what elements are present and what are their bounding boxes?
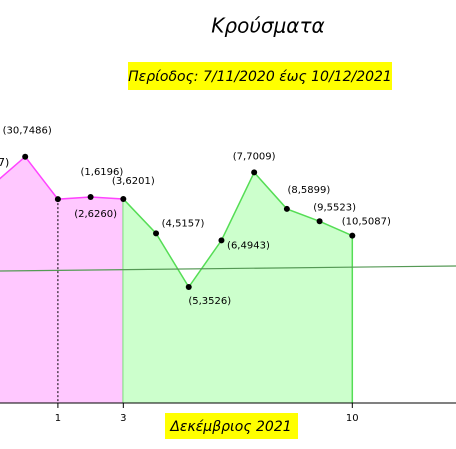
line: [122, 171, 353, 289]
x-tick-label: 10: [346, 413, 359, 424]
subtitle: Περίοδος: 7/11/2020 έως 10/12/2021: [128, 69, 392, 85]
point: [87, 194, 94, 201]
point-label: (2,6260): [74, 209, 117, 220]
point: [251, 169, 258, 176]
point-label: (8,5899): [287, 185, 330, 196]
point-label: (3,6201): [112, 176, 155, 187]
point: [283, 205, 290, 212]
point-label: (6,4943): [227, 240, 270, 251]
point: [54, 196, 61, 203]
point-label: (7,7009): [233, 151, 276, 162]
point: [153, 230, 160, 237]
point: [218, 237, 225, 244]
point: [316, 218, 323, 225]
annotation: 7): [0, 156, 9, 169]
x-tick-label: 1: [55, 413, 61, 424]
point: [22, 153, 29, 160]
point-label: (5,3526): [188, 296, 231, 307]
x-label-box: [165, 413, 298, 439]
point-label: (10,5087): [342, 217, 391, 228]
point: [349, 232, 356, 239]
point-label: (4,5157): [162, 218, 205, 229]
trend-line: [0, 265, 456, 272]
area: [0, 156, 124, 403]
area: [123, 172, 353, 403]
chart-title: Κρούσματα: [211, 14, 324, 38]
x-tick-label: 3: [120, 413, 126, 424]
point: [120, 195, 127, 202]
point-label: (30,7486): [3, 126, 52, 137]
subtitle-box: [128, 62, 392, 90]
point-label: (9,5523): [313, 202, 356, 213]
point: [185, 284, 192, 291]
point-label: (1,6196): [81, 167, 124, 178]
x-axis-label: Δεκέμβριος 2021: [169, 419, 291, 435]
